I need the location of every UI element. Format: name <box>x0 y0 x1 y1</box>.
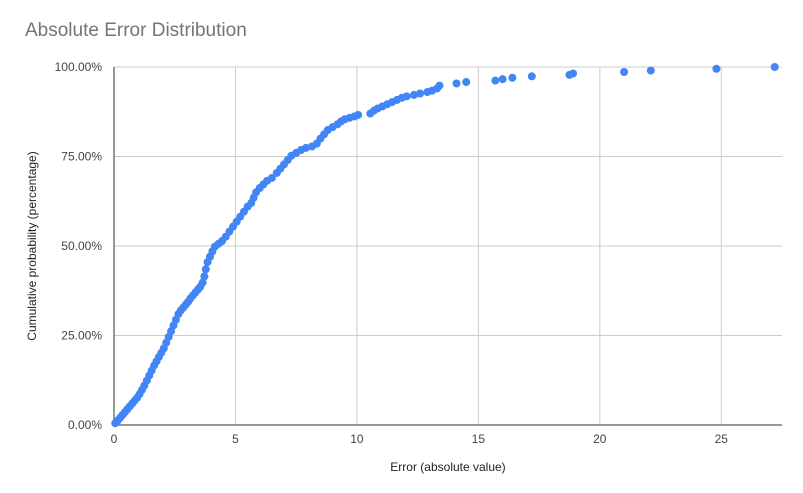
data-point <box>770 63 779 71</box>
data-points <box>111 63 779 428</box>
data-point <box>435 81 444 90</box>
data-point <box>409 90 418 99</box>
x-tick-label: 20 <box>593 432 607 446</box>
chart-title: Absolute Error Distribution <box>25 20 247 41</box>
data-point <box>452 79 461 88</box>
data-point <box>198 278 207 287</box>
data-point <box>498 75 507 84</box>
data-point <box>569 69 578 78</box>
y-axis-title: Cumulative probability (percentage) <box>25 151 39 340</box>
y-tick-label: 0.00% <box>68 418 102 432</box>
data-point <box>712 64 721 73</box>
data-point <box>402 92 411 101</box>
x-tick-label: 15 <box>472 432 486 446</box>
data-point <box>462 78 471 87</box>
data-point <box>527 72 536 81</box>
x-tick-label: 5 <box>232 432 239 446</box>
data-point <box>646 66 655 75</box>
data-point <box>301 143 310 152</box>
x-tick-label: 10 <box>350 432 364 446</box>
y-tick-label: 100.00% <box>55 60 103 74</box>
data-point <box>201 265 210 274</box>
gridlines <box>114 66 782 425</box>
y-tick-label: 75.00% <box>61 150 102 164</box>
x-tick-label: 25 <box>715 432 729 446</box>
data-point <box>354 110 363 119</box>
x-axis-title: Error (absolute value) <box>390 460 505 474</box>
tick-labels: 0 5 10 15 20 25 0.00% 25.00% 50.00% 75.00% 100.00% <box>55 60 729 446</box>
data-point <box>508 73 517 82</box>
x-tick-label: 0 <box>111 432 118 446</box>
axes <box>113 67 782 426</box>
y-tick-label: 50.00% <box>61 239 102 253</box>
data-point <box>620 68 629 77</box>
data-point <box>267 173 276 182</box>
y-tick-label: 25.00% <box>61 329 102 343</box>
data-point <box>491 76 500 85</box>
data-point <box>416 89 425 98</box>
data-point <box>200 272 209 281</box>
